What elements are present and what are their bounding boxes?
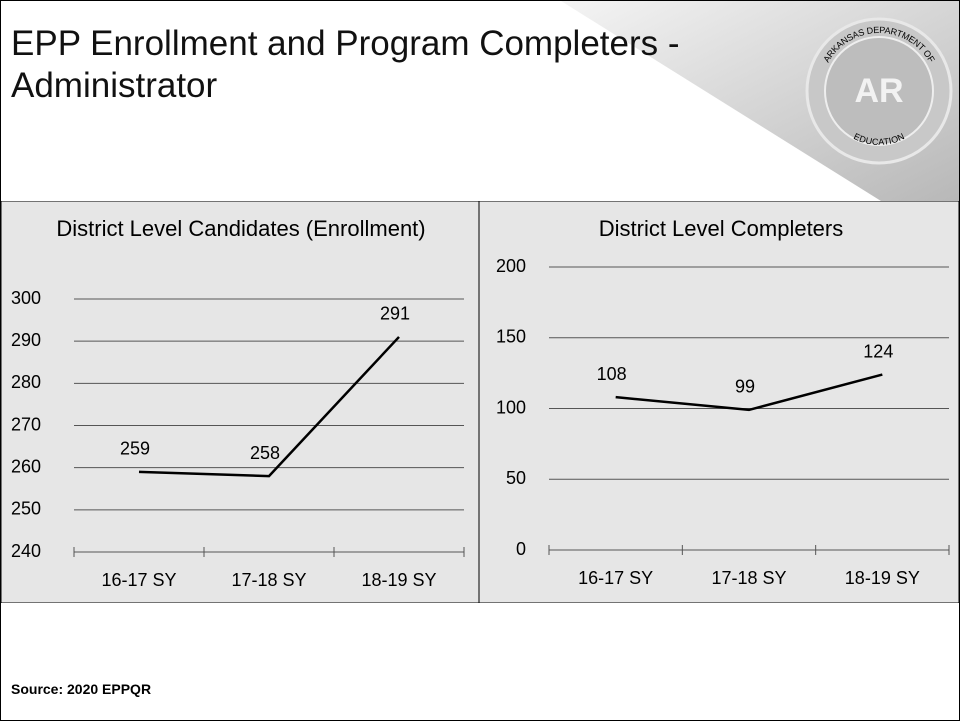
data-label: 258 <box>250 443 280 463</box>
x-tick-label: 16-17 SY <box>101 570 176 590</box>
data-line <box>138 336 400 478</box>
data-label: 259 <box>120 439 150 459</box>
y-tick-label: 200 <box>496 256 526 276</box>
y-tick-label: 280 <box>11 372 41 392</box>
charts-background <box>1 201 959 603</box>
x-tick-label: 16-17 SY <box>578 568 653 588</box>
y-tick-label: 100 <box>496 397 526 417</box>
y-tick-label: 50 <box>506 468 526 488</box>
charts: 240 250 260 270 280 290 300 16-17 SY 259 17-18 SY… <box>1 201 959 603</box>
svg-text:EDUCATION: EDUCATION <box>852 132 906 148</box>
x-tick-label: 17-18 SY <box>711 568 786 588</box>
y-tick-label: 300 <box>11 288 41 308</box>
source-note: Source: 2020 EPPQR <box>11 681 152 697</box>
x-tick-label: 18-19 SY <box>845 568 920 588</box>
x-tick-label: 17-18 SY <box>231 570 306 590</box>
data-label: 124 <box>863 341 893 361</box>
logo-mark: AR <box>854 72 903 110</box>
logo-ring-bottom: EDUCATION <box>852 132 906 148</box>
data-label: 291 <box>380 304 410 324</box>
y-tick-label: 290 <box>11 330 41 350</box>
y-tick-label: 240 <box>11 541 41 561</box>
y-tick-label: 270 <box>11 414 41 434</box>
y-tick-label: 0 <box>516 539 526 559</box>
y-tick-label: 150 <box>496 327 526 347</box>
header-decoration: ARKANSAS DEPARTMENT OF EDUCATION AR <box>561 1 959 201</box>
data-line <box>615 373 883 412</box>
slide-title: EPP Enrollment and Program Completers - … <box>11 24 680 105</box>
chart-title: District Level Completers <box>598 216 844 241</box>
y-tick-label: 260 <box>11 456 41 476</box>
logo: ARKANSAS DEPARTMENT OF EDUCATION AR <box>805 17 953 165</box>
data-label: 99 <box>735 377 755 397</box>
y-tick-label: 250 <box>11 499 41 519</box>
data-label: 108 <box>597 364 627 384</box>
chart-title: District Level Candidates (Enrollment) <box>56 216 426 241</box>
x-tick-label: 18-19 SY <box>361 570 436 590</box>
